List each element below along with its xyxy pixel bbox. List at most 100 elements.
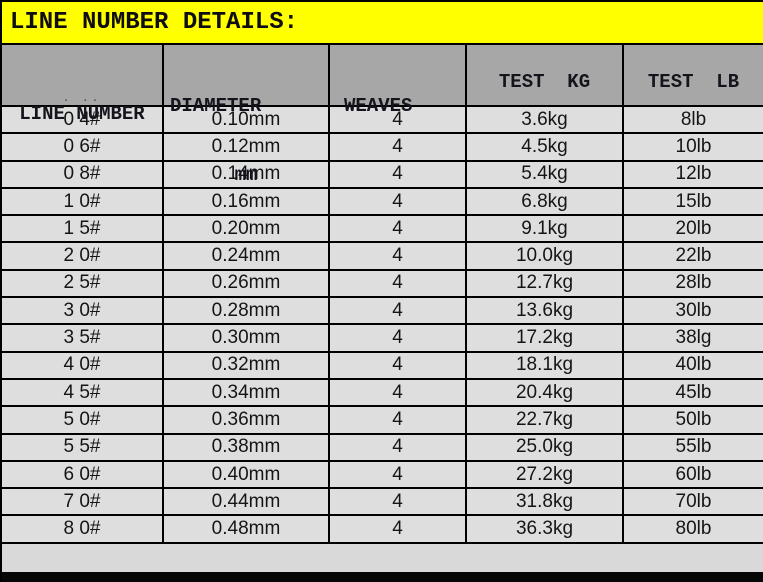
table-row: 1 0# 0.16mm 4 6.8kg 15lb [2,188,763,217]
header-cell-weaves: WEAVES [330,45,467,117]
test-kg-cell: 4.5kg [467,134,624,160]
test-lb-cell: 80lb [675,518,712,540]
test-kg-cell: 10.0kg [467,243,624,269]
line-number-cell: 2 5# [2,270,164,297]
line-number-cell: 3 0# [2,298,164,324]
page-title: LINE NUMBER DETAILS: [10,9,299,36]
table-row: 0 8# 0.14mm 4 5.4kg 12lb [2,161,763,189]
test-lb-cell: 60lb [675,463,712,485]
diameter-cell: 0.40mm [164,461,330,488]
diameter-cell: 0.32mm [164,352,330,378]
weaves-cell: 4 [330,270,467,297]
test-kg-cell: 31.8kg [467,489,624,515]
line-number-cell: 1 5# [2,216,164,242]
line-number-cell: 4 0# [2,352,164,378]
weaves-cell: 4 [330,407,467,433]
test-lb-cell: 70lb [675,490,712,512]
weaves-cell: 4 [330,461,467,488]
empty-footer-row [2,543,763,572]
table-row: 2 5# 0.26mm 4 12.7kg 28lb [2,270,763,299]
weaves-cell: 4 [330,379,467,406]
line-number-cell: 5 5# [2,434,164,460]
header-label-test-kg: TEST KG [498,71,591,93]
header-label-test-lb: TEST LB [647,71,740,93]
weaves-cell: 4 [330,243,467,269]
line-number-cell: 0 6# [2,134,164,160]
test-lb-cell: 30lb [675,299,712,321]
test-lb-cell: 8lb [680,108,707,130]
diameter-cell: 0.44mm [164,489,330,515]
test-kg-cell: 13.6kg [467,298,624,324]
table-row: 0 6# 0.12mm 4 4.5kg 10lb [2,134,763,162]
table-row: 2 0# 0.24mm 4 10.0kg 22lb [2,243,763,271]
test-lb-cell: 10lb [675,135,712,157]
header-cell-test-lb: TEST LB [624,45,763,105]
weaves-cell: 4 [330,489,467,515]
header-label-diameter: DIAMETER [170,95,262,117]
test-lb-cell: 45lb [675,381,712,403]
weaves-cell: 4 [330,161,467,187]
test-lb-cell: 55lb [675,436,712,458]
header-label-weaves: WEAVES [344,95,413,117]
test-kg-cell: 36.3kg [467,516,624,542]
diameter-cell: 0.24mm [164,243,330,269]
line-number-cell: 6 0# [2,461,164,488]
table-row: 3 5# 0.30mm 4 17.2kg 38lg [2,325,763,353]
diameter-cell: 0.34mm [164,379,330,406]
table-row: 7 0# 0.44mm 4 31.8kg 70lb [2,489,763,517]
line-number-cell: 8 0# [2,516,164,542]
test-kg-cell: 9.1kg [467,216,624,242]
diameter-cell: 0.14mm [164,161,330,187]
test-kg-cell: 17.2kg [467,325,624,351]
weaves-cell: 4 [330,516,467,542]
test-lb-cell: 20lb [675,217,712,239]
line-number-cell: 0 8# [2,161,164,187]
weaves-cell: 4 [330,434,467,460]
bottom-bar [2,571,763,582]
title-bar: LINE NUMBER DETAILS: [2,2,763,45]
diameter-cell: 0.28mm [164,298,330,324]
test-kg-cell: 25.0kg [467,434,624,460]
table-body: 0 4# 0.10mm 4 3.6kg 8lb 0 6# 0.12mm 4 4.5kg 10lb 0… [2,107,763,544]
table-row: 4 5# 0.34mm 4 20.4kg 45lb [2,379,763,408]
line-number-cell: 7 0# [2,489,164,515]
test-lb-cell: 22lb [675,245,712,267]
table-row: 0 4# 0.10mm 4 3.6kg 8lb [2,107,763,135]
test-kg-cell: 22.7kg [467,407,624,433]
weaves-cell: 4 [330,325,467,351]
test-lb-cell: 38lg [675,327,712,349]
diameter-cell: 0.16mm [164,188,330,215]
header-label-diameter-unit: mm [234,164,258,186]
diameter-cell: 0.48mm [164,516,330,542]
test-lb-cell: 50lb [675,408,712,430]
table-row: 1 5# 0.20mm 4 9.1kg 20lb [2,216,763,244]
weaves-cell: 4 [330,298,467,324]
test-lb-cell: 12lb [675,163,712,185]
table-row: 4 0# 0.32mm 4 18.1kg 40lb [2,352,763,380]
header-cell-line-number: LINE NUMBER . .. [2,45,164,125]
weaves-cell: 4 [330,134,467,160]
weaves-cell: 4 [330,352,467,378]
header-cell-diameter: DIAMETER mm [164,45,330,186]
diameter-cell: 0.26mm [164,270,330,297]
test-kg-cell: 12.7kg [467,270,624,297]
test-kg-cell: 27.2kg [467,461,624,488]
line-number-cell: 5 0# [2,407,164,433]
test-kg-cell: 20.4kg [467,379,624,406]
weaves-cell: 4 [330,216,467,242]
table-header-row: LINE NUMBER . .. DIAMETER mm WEAVES TEST… [2,45,763,186]
weaves-cell: 4 [330,107,467,133]
line-number-cell: 3 5# [2,325,164,351]
header-cell-test-kg: TEST KG [467,45,624,105]
diameter-cell: 0.36mm [164,407,330,433]
diameter-cell: 0.12mm [164,134,330,160]
diameter-cell: 0.30mm [164,325,330,351]
test-lb-cell: 40lb [675,354,712,376]
test-kg-cell: 3.6kg [467,107,624,133]
weaves-cell: 4 [330,188,467,215]
diameter-cell: 0.20mm [164,216,330,242]
table-row: 8 0# 0.48mm 4 36.3kg 80lb [2,516,763,544]
line-number-cell: 0 4# [2,107,164,133]
test-lb-cell: 15lb [675,190,712,212]
diameter-cell: 0.10mm [164,107,330,133]
